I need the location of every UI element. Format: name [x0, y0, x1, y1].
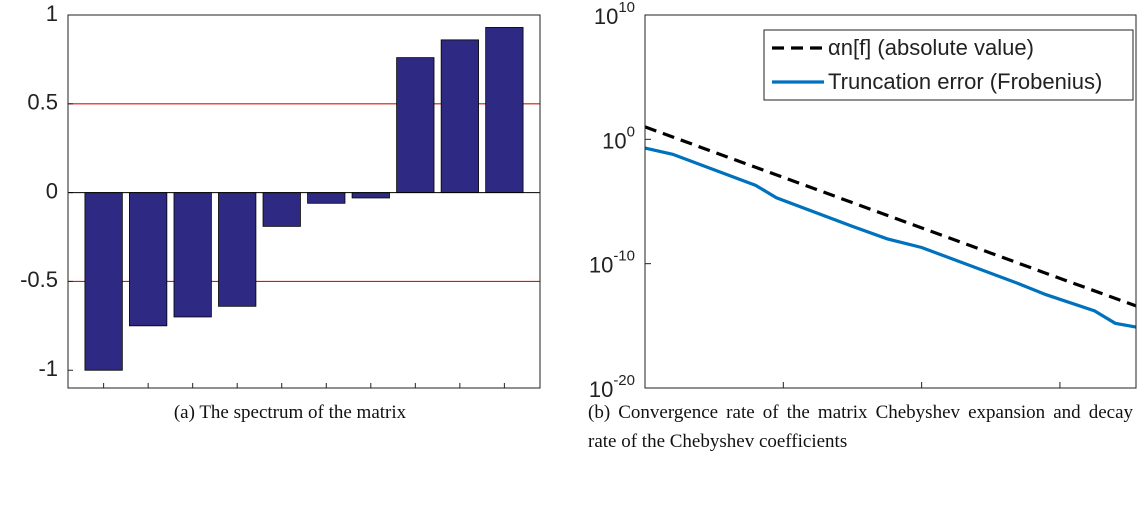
- x-tick-label: 60: [1048, 396, 1072, 400]
- bar: [485, 27, 524, 194]
- x-tick-label: 20: [771, 396, 795, 400]
- caption: (a) The spectrum of the matrix: [173, 402, 407, 423]
- y-tick-label: 1010: [594, 0, 635, 29]
- x-tick-label: 40: [909, 396, 933, 400]
- y-tick-label: -0.5: [20, 267, 58, 292]
- y-tick-label: 1: [46, 1, 58, 26]
- y-tick-label: 100: [602, 123, 635, 153]
- legend-label: Truncation error (Frobenius): [828, 69, 1102, 94]
- x-tick-label: 2: [142, 396, 154, 400]
- y-tick-label: 10-10: [589, 248, 635, 278]
- tick-base: 10: [589, 252, 613, 277]
- series-line: [644, 125, 1137, 308]
- bar: [440, 39, 479, 194]
- y-tick-label: -1: [38, 356, 58, 381]
- legend-label: αn[f] (absolute value): [828, 35, 1034, 60]
- y-tick-label: 0: [46, 178, 58, 203]
- x-tick-label: 4: [231, 396, 243, 400]
- plot-frame: [644, 14, 1137, 389]
- x-tick-label: 1: [97, 396, 109, 400]
- series-line: [644, 146, 1137, 329]
- bar: [351, 192, 390, 199]
- x-tick-label: 9: [454, 396, 466, 400]
- bar: [262, 192, 301, 227]
- y-tick-label: 10-20: [589, 372, 635, 400]
- tick-base: 10: [589, 377, 613, 400]
- bar: [396, 57, 435, 194]
- bar: [129, 192, 168, 327]
- tick-exponent: -20: [613, 372, 635, 389]
- x-tick-label: 5: [276, 396, 288, 400]
- x-tick-label: 6: [320, 396, 332, 400]
- tick-base: 10: [602, 128, 626, 153]
- x-tick-label: 3: [187, 396, 199, 400]
- x-tick-label: 8: [409, 396, 421, 400]
- tick-exponent: 0: [627, 123, 635, 140]
- plot-frame: [67, 14, 541, 389]
- bar: [218, 192, 257, 307]
- y-tick-label: 0.5: [27, 90, 58, 115]
- tick-base: 10: [594, 4, 618, 29]
- caption: (b) Convergence rate of the matrix Cheby…: [588, 402, 1133, 452]
- tick-exponent: -10: [613, 248, 635, 265]
- x-tick-label: 10: [492, 396, 516, 400]
- x-tick-label: 7: [365, 396, 377, 400]
- bar: [307, 192, 346, 204]
- bar: [84, 192, 123, 371]
- legend-box: [763, 29, 1134, 101]
- bar: [173, 192, 212, 318]
- tick-exponent: 10: [618, 0, 635, 16]
- figure: -1-0.500.511234567891010-2010-1010010102…: [20, 0, 1137, 400]
